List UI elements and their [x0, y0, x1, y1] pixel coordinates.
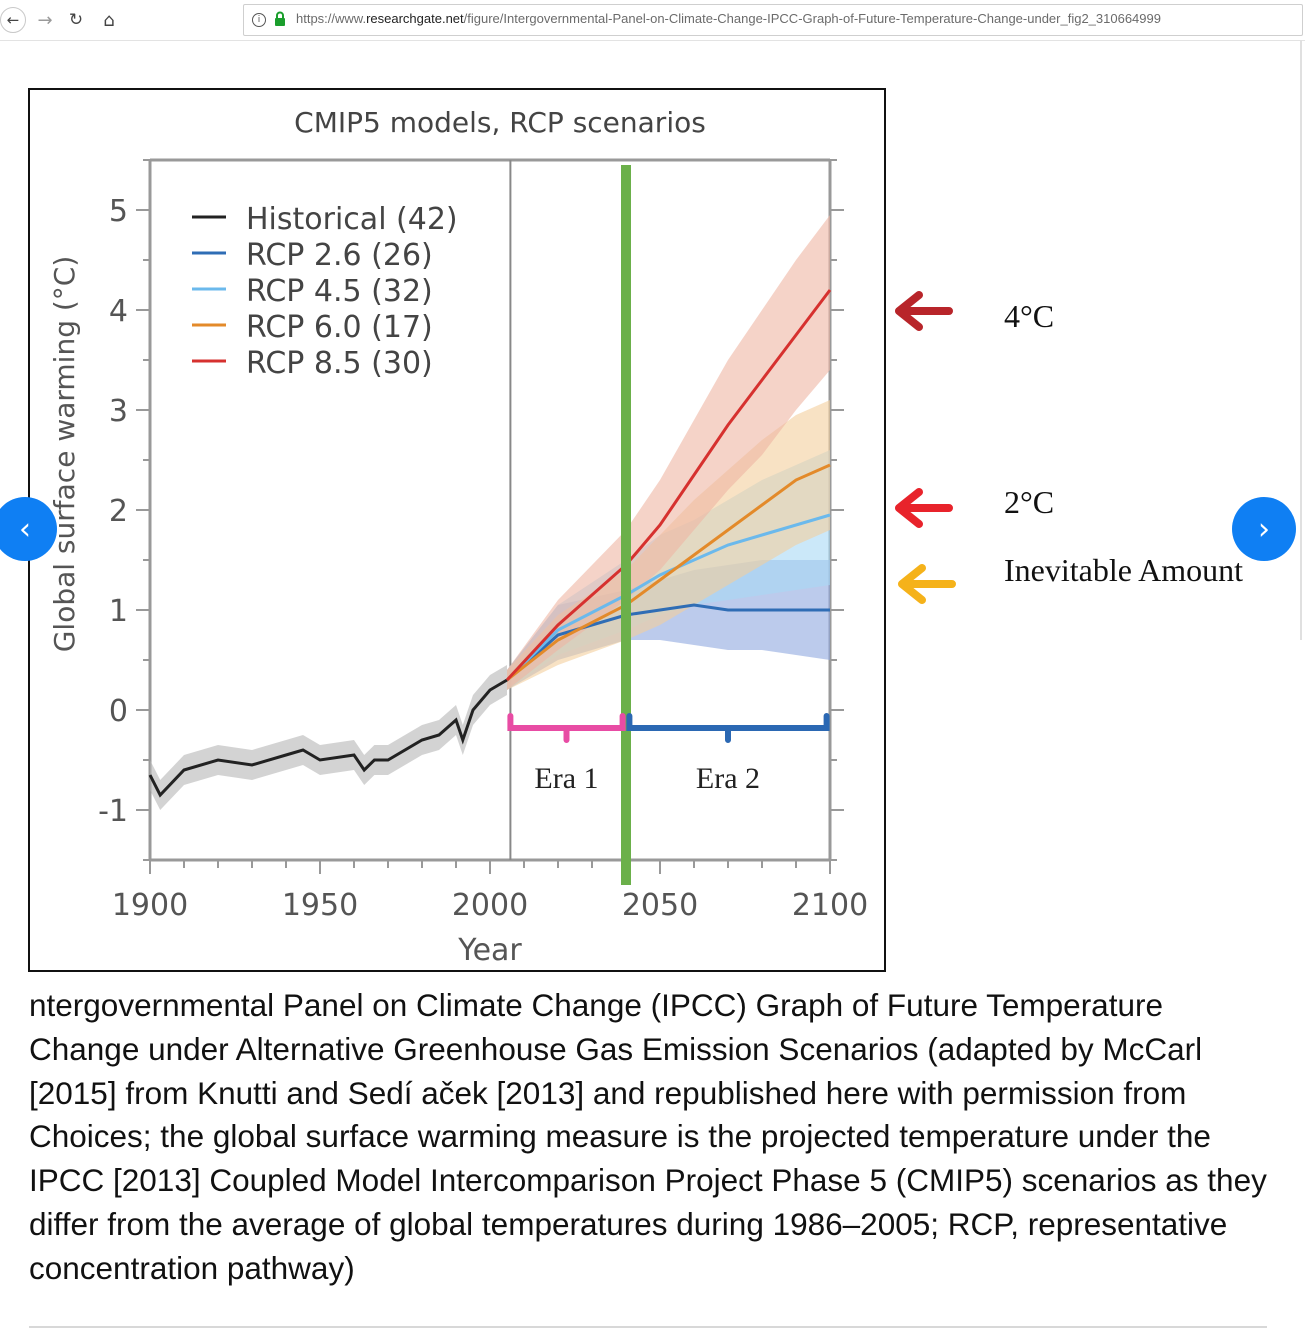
address-bar[interactable]: i https://www.researchgate.net/figure/In…	[243, 4, 1303, 36]
y-tick-label: 5	[109, 194, 128, 229]
forward-arrow-icon[interactable]: →	[37, 9, 53, 31]
y-tick-label: 2	[109, 494, 128, 529]
legend-entry: RCP 8.5 (30)	[246, 346, 433, 381]
y-axis-label: Global surface warming (°C)	[48, 256, 81, 653]
previous-button[interactable]: ‹	[0, 497, 57, 561]
x-tick-label: 2100	[792, 888, 868, 923]
chart-title: CMIP5 models, RCP scenarios	[294, 106, 706, 139]
era-bracket-2	[626, 713, 830, 743]
y-tick-label: 4	[109, 294, 128, 329]
legend-entry: RCP 2.6 (26)	[246, 238, 433, 273]
y-tick-label: 1	[109, 594, 128, 629]
uncertainty-band-0	[150, 665, 507, 810]
arrow-4c-icon	[895, 291, 953, 331]
series-line-3	[506, 463, 831, 682]
legend-entry: Historical (42)	[246, 202, 458, 237]
reload-icon[interactable]: ↻	[68, 10, 84, 30]
legend-entry: RCP 4.5 (32)	[246, 274, 433, 309]
next-button[interactable]: ›	[1232, 497, 1296, 561]
x-tick-label: 1950	[282, 888, 358, 923]
uncertainty-band-4	[507, 215, 830, 690]
era-label-2: Era 2	[696, 762, 760, 795]
series-line-0	[148, 678, 508, 798]
legend-entry: RCP 6.0 (17)	[246, 310, 433, 345]
x-tick-label: 2000	[452, 888, 528, 923]
divider	[29, 1326, 1267, 1328]
url-prefix: https://www.	[296, 11, 367, 26]
figure-image: CMIP5 models, RCP scenarios -1 0 1 2 3 4 5 1900 1…	[28, 88, 886, 972]
arrow-inevitable-icon	[898, 564, 956, 604]
home-icon[interactable]: ⌂	[103, 9, 115, 31]
x-tick-label: 1900	[112, 888, 188, 923]
url-path: /figure/Intergovernmental-Panel-on-Clima…	[463, 11, 1161, 26]
y-tick-label: 0	[109, 694, 128, 729]
arrow-2c-icon	[895, 488, 953, 528]
label-inevitable: Inevitable Amount	[1004, 552, 1244, 588]
scrollbar[interactable]	[1300, 40, 1302, 640]
x-axis-label: Year	[457, 933, 522, 968]
url-text: https://www.researchgate.net/figure/Inte…	[296, 11, 1161, 26]
info-icon[interactable]: i	[252, 13, 266, 27]
green-marker-bar	[621, 165, 631, 885]
lock-icon	[275, 11, 285, 26]
browser-toolbar: ← → ↻ ⌂ i https://www.researchgate.net/f…	[0, 0, 1305, 41]
url-domain: researchgate.net	[366, 11, 464, 26]
series-line-4	[505, 289, 832, 682]
back-arrow-icon[interactable]: ←	[0, 7, 26, 33]
era-bracket-1	[507, 713, 626, 743]
y-tick-label: 3	[109, 394, 128, 429]
label-4c: 4°C	[1004, 298, 1055, 334]
series-line-2	[505, 513, 831, 682]
era-label-1: Era 1	[534, 762, 598, 795]
figure-caption: ntergovernmental Panel on Climate Change…	[29, 987, 1267, 1286]
y-tick-label: -1	[98, 794, 128, 829]
label-2c: 2°C	[1004, 484, 1055, 520]
temperature-chart: CMIP5 models, RCP scenarios -1 0 1 2 3 4 5 1900 1…	[48, 106, 868, 968]
x-tick-label: 2050	[622, 888, 698, 923]
